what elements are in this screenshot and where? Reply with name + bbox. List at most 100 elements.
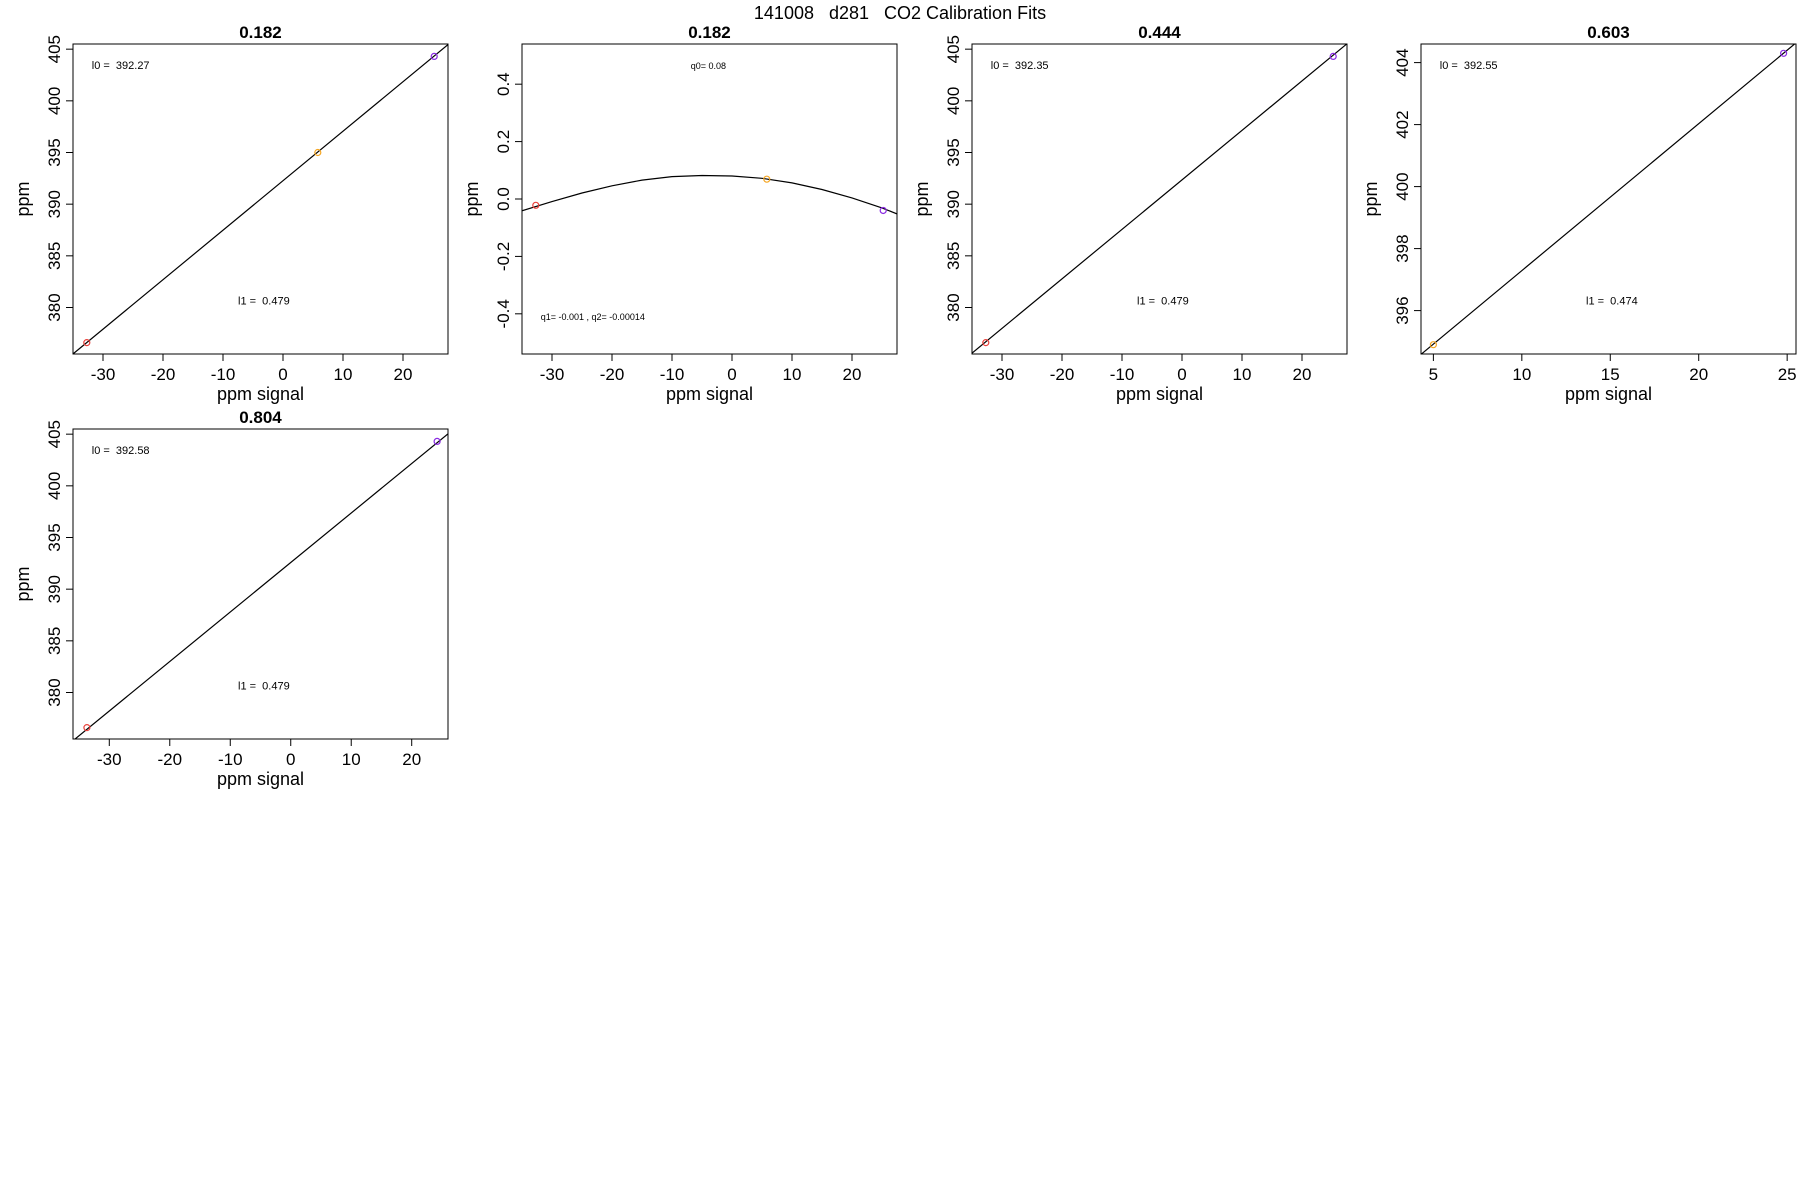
x-tick-label: -20 (1050, 365, 1075, 384)
y-axis-label: ppm (912, 181, 932, 216)
x-tick-label: -10 (211, 365, 236, 384)
x-tick-label: 20 (1293, 365, 1312, 384)
x-axis-label: ppm signal (1116, 384, 1203, 404)
plot-data (522, 174, 897, 215)
y-tick-label: 390 (944, 190, 963, 218)
data-point (532, 201, 540, 209)
x-tick-label: 0 (286, 750, 295, 769)
x-tick-label: 10 (1512, 365, 1531, 384)
data-point (83, 339, 91, 347)
fit-annotation: l0 = 392.55 (1440, 60, 1498, 72)
y-tick-label: 402 (1393, 110, 1412, 138)
panel-title: 0.603 (1587, 23, 1630, 42)
x-tick-label: 20 (1689, 365, 1708, 384)
fit-annotation: l1 = 0.479 (238, 295, 290, 307)
y-tick-label: 395 (45, 523, 64, 551)
fit-annotation: l1 = 0.479 (238, 680, 290, 692)
y-tick-label: 405 (45, 35, 64, 63)
fit-line (972, 44, 1347, 354)
y-tick-label: 400 (45, 472, 64, 500)
fit-annotation: l0 = 392.58 (92, 445, 150, 457)
y-tick-label: 405 (944, 35, 963, 63)
data-point (430, 52, 438, 61)
panel-5: 0.804 -30 -20 -10 0 10 20 ppm signal 380 385 390 39… (13, 408, 449, 789)
y-axis-label: ppm (13, 566, 33, 601)
panel-title: 0.182 (688, 23, 731, 42)
fit-annotation: l1 = 0.479 (1137, 295, 1189, 307)
y-tick-label: 400 (1393, 172, 1412, 200)
y-tick-label: 395 (944, 138, 963, 166)
fit-line (1421, 44, 1796, 354)
plot-data (972, 44, 1347, 354)
x-tick-label: -20 (600, 365, 625, 384)
x-tick-label: 10 (1233, 365, 1252, 384)
x-tick-label: -10 (1110, 365, 1135, 384)
data-point (879, 206, 887, 215)
x-tick-label: 25 (1778, 365, 1797, 384)
plot-data (73, 44, 448, 354)
y-tick-label: 380 (944, 293, 963, 321)
y-tick-label: 404 (1393, 48, 1412, 76)
x-axis-label: ppm signal (217, 769, 304, 789)
x-tick-label: -30 (97, 750, 122, 769)
y-tick-label: 390 (45, 190, 64, 218)
y-tick-label: 0.2 (494, 130, 513, 154)
x-tick-label: -30 (91, 365, 116, 384)
fit-annotation: q1= -0.001 , q2= -0.00014 (541, 312, 645, 322)
fit-line (73, 44, 448, 354)
y-tick-label: 405 (45, 420, 64, 448)
data-point (314, 148, 322, 157)
x-tick-label: -10 (218, 750, 243, 769)
panel-2: 0.182 -30 -20 -10 0 10 20 ppm signal -0.4 -0.2 0.0… (462, 23, 898, 404)
fit-annotation: l0 = 392.35 (991, 60, 1049, 72)
data-point (1429, 341, 1437, 349)
x-tick-label: 20 (402, 750, 421, 769)
y-axis-label: ppm (13, 181, 33, 216)
y-tick-label: 398 (1393, 234, 1412, 262)
figure-title: 141008 d281 CO2 Calibration Fits (753, 3, 1047, 23)
panel-3: 0.444 -30 -20 -10 0 10 20 ppm signal 380 385 390 39… (912, 23, 1348, 404)
x-tick-label: -30 (990, 365, 1015, 384)
y-tick-label: 395 (45, 138, 64, 166)
y-tick-label: -0.2 (494, 242, 513, 271)
fit-annotation: l0 = 392.27 (92, 60, 150, 72)
data-point (763, 175, 771, 183)
y-tick-label: 390 (45, 575, 64, 603)
plot-data (1421, 44, 1796, 354)
y-tick-label: 385 (944, 242, 963, 270)
data-point (1780, 49, 1788, 57)
x-tick-label: 20 (394, 365, 413, 384)
x-tick-label: 0 (1177, 365, 1186, 384)
x-axis-label: ppm signal (217, 384, 304, 404)
x-tick-label: -30 (540, 365, 565, 384)
panel-1: 0.182 -30 -20 -10 0 10 20 ppm signal 380 385 390 39… (13, 23, 449, 404)
y-tick-label: 396 (1393, 296, 1412, 324)
x-tick-label: 10 (783, 365, 802, 384)
data-point (433, 437, 441, 445)
y-tick-label: 380 (45, 678, 64, 706)
y-tick-label: 0.0 (494, 187, 513, 211)
y-tick-label: 0.4 (494, 72, 513, 96)
x-axis-label: ppm signal (666, 384, 753, 404)
x-tick-label: 0 (727, 365, 736, 384)
x-tick-label: 5 (1429, 365, 1438, 384)
x-axis-label: ppm signal (1565, 384, 1652, 404)
panel-title: 0.804 (239, 408, 282, 427)
x-tick-label: 20 (843, 365, 862, 384)
fit-annotation: l1 = 0.474 (1586, 295, 1638, 307)
x-tick-label: -20 (151, 365, 176, 384)
y-tick-label: -0.4 (494, 299, 513, 328)
y-tick-label: 400 (944, 87, 963, 115)
panel-4: 0.603 5 10 15 20 25 ppm signal 396 398 400 402 404 p… (1361, 23, 1797, 404)
fit-curve (522, 174, 897, 215)
y-tick-label: 385 (45, 242, 64, 270)
plot-data (74, 433, 448, 739)
data-point (982, 339, 990, 347)
plot-frame (521, 43, 898, 355)
x-tick-label: 15 (1601, 365, 1620, 384)
panel-title: 0.182 (239, 23, 282, 42)
plot-frame (72, 428, 449, 740)
data-point (1329, 52, 1337, 61)
panel-title: 0.444 (1138, 23, 1181, 42)
data-point (83, 724, 91, 732)
